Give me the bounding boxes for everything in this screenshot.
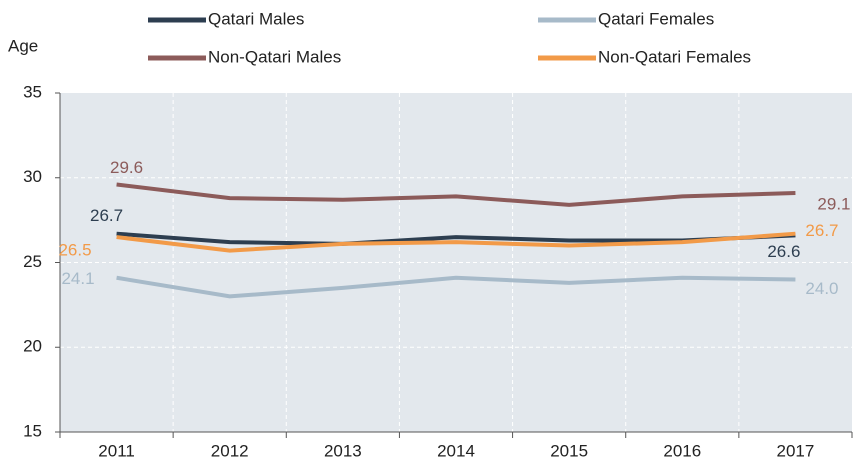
series-line — [116, 182, 796, 207]
y-tick-label: 30 — [23, 167, 42, 186]
x-tick-label: 2011 — [98, 441, 135, 460]
data-label: 26.7 — [90, 206, 123, 225]
legend-label: Non-Qatari Males — [208, 47, 341, 66]
legend-label: Non-Qatari Females — [598, 47, 751, 66]
data-label: 26.6 — [767, 242, 800, 261]
y-axis-label: Age — [8, 36, 38, 55]
legend-label: Qatari Females — [598, 9, 714, 28]
y-tick-label: 15 — [23, 421, 42, 440]
x-tick-label: 2015 — [550, 441, 588, 460]
legend-label: Qatari Males — [208, 9, 304, 28]
series-line — [116, 275, 796, 299]
data-label: 24.0 — [805, 279, 838, 298]
x-tick-label: 2013 — [324, 441, 362, 460]
x-tick-label: 2016 — [663, 441, 701, 460]
data-label: 26.5 — [58, 241, 91, 260]
data-label: 24.1 — [61, 269, 94, 288]
y-tick-label: 35 — [23, 82, 42, 101]
data-label: 29.1 — [817, 194, 850, 213]
series-line — [116, 231, 796, 253]
y-tick-label: 25 — [23, 252, 42, 271]
x-tick-label: 2014 — [437, 441, 475, 460]
data-label: 29.6 — [110, 158, 143, 177]
y-tick-label: 20 — [23, 337, 42, 356]
x-tick-label: 2012 — [211, 441, 249, 460]
x-tick-label: 2017 — [777, 441, 815, 460]
data-label: 26.7 — [805, 221, 838, 240]
